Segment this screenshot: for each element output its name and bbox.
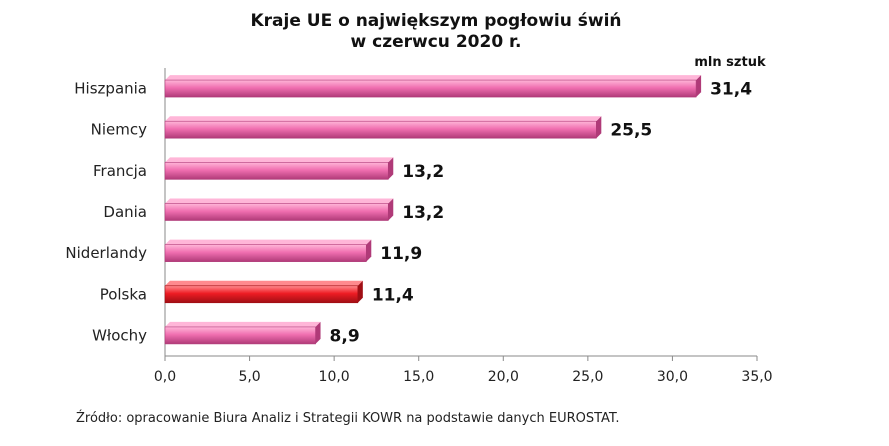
- bar-top-face: [165, 239, 372, 245]
- bar: [164, 120, 597, 139]
- category-label: Niderlandy: [65, 244, 147, 262]
- value-label: 8,9: [330, 326, 360, 346]
- bar: [164, 162, 389, 180]
- bar-top-face: [165, 75, 702, 81]
- bar-side-face: [388, 198, 394, 221]
- plot-area: 0,0 5,0 10,0 15,0 20,0 25,0 30,0 35,0 Hiszpania 3…: [65, 68, 773, 385]
- bar-top-face: [165, 280, 363, 286]
- bar-side-face: [388, 157, 394, 180]
- value-label: 13,2: [402, 203, 444, 223]
- unit-label: mln sztuk: [694, 55, 766, 70]
- category-label: Niemcy: [91, 121, 147, 139]
- value-label: 25,5: [610, 121, 652, 141]
- x-tick-label: 30,0: [657, 369, 688, 385]
- x-tick-label: 5,0: [238, 369, 260, 385]
- category-label: Dania: [103, 203, 147, 221]
- category-label: Hiszpania: [74, 80, 147, 98]
- x-tick-label: 0,0: [154, 369, 176, 385]
- x-tick-label: 35,0: [741, 369, 772, 385]
- bar-top-face: [165, 157, 394, 163]
- bar-side-face: [366, 239, 372, 262]
- value-label: 11,9: [380, 244, 422, 264]
- bar-top-face: [165, 116, 602, 122]
- bar-side-face: [357, 280, 363, 303]
- value-label: 11,4: [372, 285, 414, 305]
- bar-side-face: [696, 75, 702, 98]
- bar: [164, 79, 697, 98]
- bar-side-face: [596, 116, 602, 139]
- x-tick-label: 10,0: [319, 369, 350, 385]
- category-label: Włochy: [92, 326, 147, 344]
- bar-top-face: [165, 321, 321, 327]
- chart-title-line-1: Kraje UE o największym pogłowiu świń: [250, 11, 621, 31]
- bar-top-face: [165, 198, 394, 204]
- x-tick-label: 25,0: [572, 369, 603, 385]
- bar-side-face: [315, 321, 321, 344]
- source-note: Źródło: opracowanie Biura Analiz i Strat…: [76, 410, 619, 426]
- chart-title-line-2: w czerwcu 2020 r.: [351, 32, 522, 52]
- bar: [164, 326, 316, 345]
- category-label: Polska: [100, 285, 147, 303]
- value-label: 31,4: [710, 80, 752, 100]
- bar-highlight: [164, 285, 359, 304]
- category-label: Francja: [93, 162, 147, 180]
- bar: [164, 244, 367, 262]
- value-label: 13,2: [402, 162, 444, 182]
- x-tick-label: 15,0: [403, 369, 434, 385]
- x-tick-label: 20,0: [488, 369, 519, 385]
- bar: [164, 203, 389, 221]
